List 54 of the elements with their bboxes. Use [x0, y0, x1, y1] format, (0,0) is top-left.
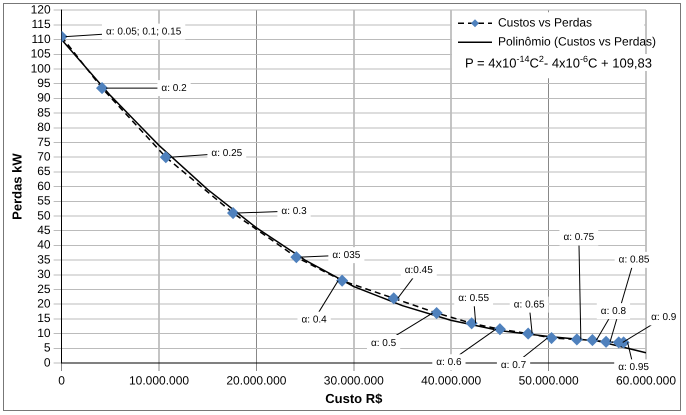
- x-axis-title: Custo R$: [325, 390, 384, 406]
- y-tick-label: 70: [37, 150, 51, 164]
- y-tick-label: 60: [37, 178, 51, 193]
- annotation: α: 0.3: [281, 206, 308, 217]
- annotation: P = 4x10$^{-14}$C$^{2}$- 4x10$^{-6}$C + 109,83: [462, 54, 655, 71]
- annotation: α: 0.9: [651, 312, 677, 324]
- annotation: α: 0.7: [500, 360, 527, 371]
- y-tick-label: 5: [44, 340, 51, 355]
- annotation: α: 0.75: [563, 232, 595, 244]
- y-tick-label: 85: [37, 105, 51, 120]
- y-tick-label: 80: [37, 120, 51, 134]
- y-tick-label: 10: [37, 326, 51, 340]
- y-tick-label: 65: [37, 164, 51, 178]
- y-tick-label: 115: [31, 17, 51, 32]
- annotation: α: 0.05; 0.1; 0.15: [106, 26, 182, 38]
- annotation: α: 0.65: [514, 299, 545, 310]
- y-tick-label: 25: [37, 282, 51, 296]
- y-tick-label: 15: [37, 311, 51, 326]
- y-axis-title: Perdas kW: [9, 152, 24, 220]
- y-tick-label: 40: [37, 238, 51, 252]
- x-tick-label: 60.000.000: [616, 374, 676, 388]
- annotation: α:0.45: [404, 265, 434, 276]
- y-tick-label: 100: [30, 61, 51, 76]
- annotation: α: 0.2: [161, 82, 188, 94]
- annotation: α: 0.95: [618, 362, 650, 374]
- x-tick-label: 30.000.000: [324, 374, 384, 388]
- x-tick-label: 40.000.000: [421, 374, 482, 388]
- y-tick-label: 50: [37, 208, 51, 222]
- y-tick-label: 20: [37, 296, 51, 311]
- y-tick-label: 75: [37, 134, 51, 149]
- annotation: α: 0.4: [302, 314, 328, 326]
- annotation: α: 0.5: [370, 338, 397, 349]
- y-tick-label: 110: [31, 32, 51, 46]
- annotation: α: 0.8: [600, 306, 626, 317]
- legend-label: Polinômio (Custos vs Perdas): [498, 34, 656, 49]
- y-tick-label: 45: [37, 223, 51, 238]
- x-tick-label: 0: [58, 374, 66, 388]
- annotation: α: 035: [332, 250, 361, 261]
- x-tick-label: 50.000.000: [518, 374, 579, 388]
- annotation: α: 0.55: [458, 293, 490, 304]
- y-tick-label: 105: [30, 46, 51, 61]
- x-tick-label: 10.000.000: [128, 374, 190, 388]
- legend-label: Custos vs Perdas: [498, 16, 592, 30]
- y-tick-label: 30: [37, 267, 51, 282]
- annotation: α: 0.6: [436, 356, 462, 368]
- y-tick-label: 95: [37, 76, 51, 90]
- y-tick-label: 35: [37, 252, 51, 266]
- y-tick-label: 0: [44, 355, 51, 370]
- y-tick-label: 90: [37, 90, 51, 105]
- y-tick-label: 120: [30, 2, 51, 17]
- y-tick-label: 55: [37, 194, 51, 208]
- annotation: α: 0.25: [211, 148, 243, 159]
- annotation: α: 0.85: [618, 254, 650, 266]
- x-tick-label: 20.000.000: [226, 374, 287, 388]
